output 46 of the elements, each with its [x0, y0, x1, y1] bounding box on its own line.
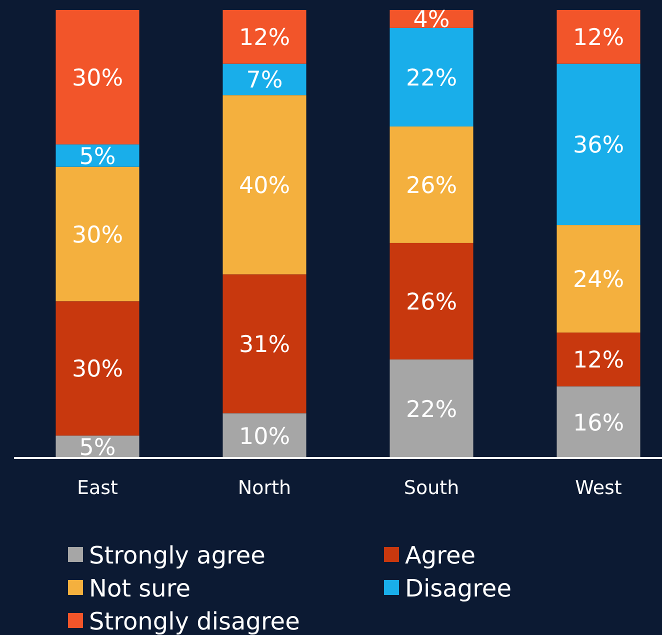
bar: [222, 95, 306, 274]
bar: [556, 10, 640, 64]
bar: [390, 28, 474, 126]
bar: [222, 413, 306, 458]
data-label: 22%: [406, 65, 458, 92]
legend-label: Disagree: [405, 574, 512, 603]
bar: [556, 332, 640, 386]
legend-label: Not sure: [89, 574, 190, 603]
x-tick-label: East: [77, 477, 118, 499]
data-label: 5%: [79, 435, 116, 462]
data-label: 40%: [238, 173, 290, 199]
data-label: 24%: [572, 267, 624, 294]
data-label: 4%: [413, 7, 450, 34]
bar: [556, 225, 640, 333]
bar: [390, 359, 474, 458]
data-label: 16%: [572, 410, 624, 436]
bar: [222, 10, 306, 64]
x-tick-label: West: [575, 477, 622, 499]
data-label: 12%: [572, 25, 624, 52]
data-label: 12%: [238, 25, 290, 52]
bar: [556, 386, 640, 458]
legend-label: Strongly disagree: [89, 608, 300, 635]
bar: [556, 64, 640, 226]
bar: [390, 242, 474, 360]
data-label: 26%: [406, 289, 458, 316]
x-tick-label: North: [238, 477, 292, 499]
bar: [222, 64, 306, 96]
bar: [56, 166, 140, 302]
legend-label: Strongly agree: [89, 542, 266, 570]
data-label: 36%: [572, 132, 624, 159]
data-label: 7%: [246, 68, 283, 94]
data-label: 22%: [406, 397, 458, 423]
data-label: 30%: [72, 65, 124, 92]
bar: [222, 274, 306, 414]
bar: [390, 126, 474, 243]
data-label: 12%: [572, 348, 624, 374]
data-label: 30%: [72, 356, 124, 383]
bar: [56, 10, 140, 144]
bar: [56, 301, 140, 436]
data-label: 31%: [238, 332, 290, 358]
data-label: 26%: [406, 173, 458, 199]
data-label: 5%: [79, 144, 116, 170]
legend-label: Agree: [405, 542, 476, 570]
data-label: 30%: [72, 222, 124, 248]
data-label: 10%: [238, 424, 290, 450]
x-tick-label: South: [404, 477, 460, 499]
